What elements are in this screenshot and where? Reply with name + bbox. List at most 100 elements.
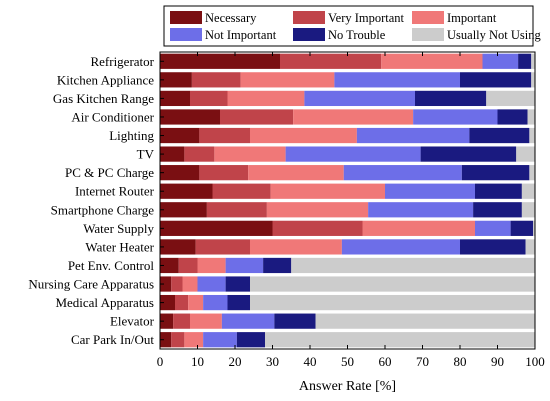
bar-pc-pc-charge-usually-not-using (529, 165, 535, 181)
bar-water-supply-important (362, 220, 475, 236)
bar-pc-pc-charge-necessary (160, 165, 200, 181)
category-label: TV (137, 147, 155, 162)
bar-kitchen-appliance-not-important (334, 72, 460, 88)
legend-label-no-trouble: No Trouble (328, 28, 386, 42)
x-tick-label: 0 (157, 354, 164, 369)
category-label: Medical Apparatus (55, 295, 154, 310)
bar-water-heater-usually-not-using (525, 239, 535, 255)
category-label: Water Heater (85, 239, 154, 254)
legend-label-very-important: Very Important (328, 11, 405, 25)
bar-refrigerator-very-important (280, 53, 382, 69)
bar-car-park-in-out-no-trouble (236, 332, 265, 348)
bar-internet-router-necessary (160, 183, 213, 199)
bar-pc-pc-charge-no-trouble (461, 165, 530, 181)
x-tick-label: 100 (525, 354, 545, 369)
bar-car-park-in-out-very-important (171, 332, 185, 348)
category-label: Water Supply (83, 221, 154, 236)
legend-swatch-not-important (170, 28, 202, 41)
x-tick-label: 30 (266, 354, 279, 369)
bar-lighting-usually-not-using (529, 127, 535, 144)
bar-kitchen-appliance-usually-not-using (531, 72, 535, 88)
bar-refrigerator-not-important (482, 53, 519, 69)
legend-label-usually-not-using: Usually Not Using (447, 28, 542, 42)
bar-medical-apparatus-not-important (203, 294, 228, 311)
category-label: Air Conditioner (71, 109, 154, 124)
bar-medical-apparatus-important (188, 294, 204, 311)
x-axis: 0 10 20 30 40 50 60 70 80 90 100 (157, 52, 545, 369)
bar-gas-kitchen-range-no-trouble (415, 90, 487, 107)
bar-elevator-usually-not-using (315, 313, 535, 329)
bar-kitchen-appliance-important (240, 72, 335, 88)
bar-pet-env-control-usually-not-using (291, 257, 535, 274)
bar-air-conditioner-not-important (413, 109, 498, 125)
bar-air-conditioner-important (293, 109, 414, 125)
bar-smartphone-charge-no-trouble (473, 202, 522, 218)
x-tick-label: 20 (229, 354, 242, 369)
bar-lighting-important (250, 127, 357, 144)
category-label: Car Park In/Out (71, 332, 154, 347)
bar-water-heater-not-important (341, 239, 460, 255)
bar-water-heater-very-important (195, 239, 250, 255)
bar-medical-apparatus-usually-not-using (250, 294, 535, 311)
bar-gas-kitchen-range-usually-not-using (486, 90, 535, 107)
legend-label-not-important: Not Important (205, 28, 277, 42)
bar-water-supply-not-important (475, 220, 511, 236)
bar-pc-pc-charge-very-important (199, 165, 249, 181)
bar-water-heater-necessary (160, 239, 196, 255)
x-tick-label: 50 (341, 354, 354, 369)
bar-nursing-care-apparatus-usually-not-using (250, 276, 535, 292)
bar-elevator-necessary (160, 313, 174, 329)
bar-pc-pc-charge-important (248, 165, 344, 181)
bar-air-conditioner-necessary (160, 109, 220, 125)
bar-gas-kitchen-range-important (227, 90, 305, 107)
legend-label-necessary: Necessary (205, 11, 257, 25)
bar-water-heater-no-trouble (460, 239, 526, 255)
bar-smartphone-charge-not-important (368, 202, 474, 218)
category-label: Smartphone Charge (51, 202, 155, 217)
category-label: Elevator (110, 314, 155, 329)
bar-pet-env-control-no-trouble (263, 257, 292, 274)
legend-swatch-very-important (293, 11, 325, 24)
bar-tv-very-important (184, 146, 215, 162)
x-tick-label: 80 (454, 354, 467, 369)
legend-box (163, 5, 534, 47)
bar-air-conditioner-no-trouble (497, 109, 528, 125)
bar-tv-necessary (160, 146, 185, 162)
bar-pc-pc-charge-not-important (343, 165, 462, 181)
x-tick-label: 40 (304, 354, 317, 369)
legend-swatch-usually-not-using (412, 28, 444, 41)
bar-kitchen-appliance-no-trouble (460, 72, 532, 88)
bar-car-park-in-out-not-important (203, 332, 237, 348)
legend-swatch-no-trouble (293, 28, 325, 41)
category-label: PC & PC Charge (65, 165, 154, 180)
category-label: Kitchen Appliance (57, 72, 154, 87)
x-tick-label: 70 (416, 354, 429, 369)
bar-medical-apparatus-very-important (175, 294, 189, 311)
legend-swatch-necessary (170, 11, 202, 24)
category-label: Refrigerator (90, 54, 154, 69)
bars-layer (160, 53, 535, 348)
bar-kitchen-appliance-very-important (191, 72, 241, 88)
bar-lighting-necessary (160, 127, 200, 144)
bar-pet-env-control-necessary (160, 257, 179, 274)
bar-refrigerator-important (381, 53, 483, 69)
x-tick-label: 10 (191, 354, 204, 369)
bar-medical-apparatus-no-trouble (227, 294, 250, 311)
bar-internet-router-important (270, 183, 385, 199)
category-label: Pet Env. Control (68, 258, 155, 273)
bar-lighting-no-trouble (469, 127, 530, 144)
category-label: Gas Kitchen Range (53, 91, 154, 106)
category-label: Nursing Care Apparatus (28, 277, 154, 292)
bar-air-conditioner-very-important (220, 109, 294, 125)
bar-water-heater-important (250, 239, 342, 255)
bar-elevator-no-trouble (274, 313, 316, 329)
bar-car-park-in-out-necessary (160, 332, 172, 348)
bar-medical-apparatus-necessary (160, 294, 175, 311)
bar-water-supply-no-trouble (510, 220, 534, 236)
x-axis-title: Answer Rate [%] (299, 379, 396, 394)
bar-internet-router-no-trouble (475, 183, 522, 199)
bar-smartphone-charge-important (266, 202, 369, 218)
bar-tv-usually-not-using (516, 146, 535, 162)
